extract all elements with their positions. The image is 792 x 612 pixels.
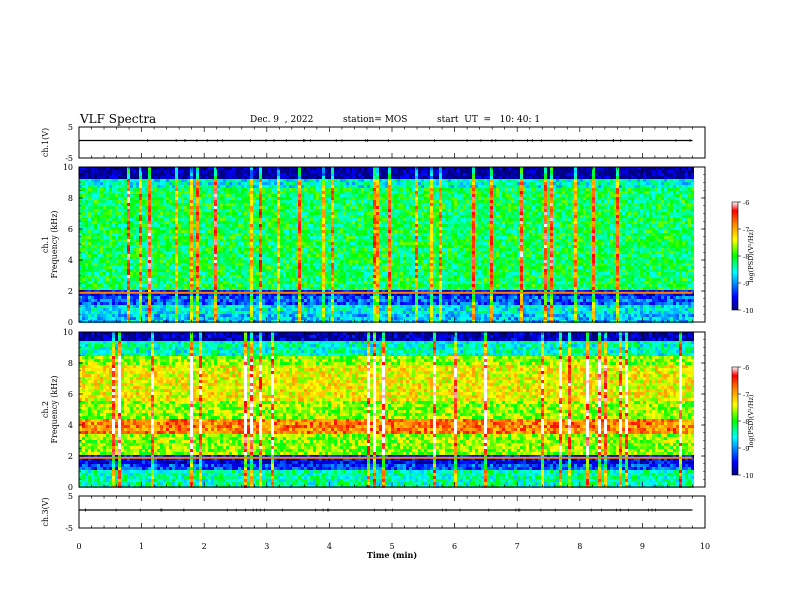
x-tick-label: 6 [452,542,457,551]
y-tick-label: 4 [68,256,73,265]
y-tick-label: 8 [68,359,73,368]
colorbar-tick-label: -6 [743,364,749,372]
colorbar-label: log(PSD)(V²/Hz) [747,394,755,447]
band-line [79,292,692,294]
x-tick-label: 2 [202,542,207,551]
y-tick-label: 8 [68,194,73,203]
y-tick-label: 6 [68,390,73,399]
x-tick-label: 7 [515,542,520,551]
x-tick-label: 8 [577,542,582,551]
x-tick-label: 3 [264,542,269,551]
y-tick-label: 10 [63,328,73,337]
colorbar-label: log(PSD)(V²/Hz) [747,229,755,282]
colorbar-ramp [732,202,738,310]
y-tick-label: 0 [68,483,73,492]
y-tick-label: -5 [65,524,73,533]
x-tick-label: 10 [700,542,710,551]
x-tick-label: 1 [139,542,144,551]
colorbar-tick-label: -6 [743,199,749,207]
y-axis-label: ch.1(V) [41,128,50,157]
colorbar-ramp [732,367,738,475]
spectrogram-ch1: 0 2 4 6 8 10 ch.1 Frequency (kHz) [41,163,705,327]
y-axis-label: Frequency (kHz) [50,375,59,443]
y-tick-label: 0 [68,318,73,327]
band-line [79,457,692,459]
waveform-ch1: 5 -5 ch.1(V) [41,123,705,163]
colorbar-tick-label: -10 [743,307,753,315]
y-tick-label: 5 [68,123,73,132]
spectrogram-ch2: 0 2 4 6 8 10 ch.2 Frequency (kHz) [41,328,705,492]
y-axis-label: ch.3(V) [41,497,50,526]
x-axis-label: Time (min) [367,550,417,560]
colorbar-tick-label: -10 [743,472,753,480]
y-axis-label: ch.1 [41,236,50,253]
y-tick-label: 4 [68,421,73,430]
y-tick-label: 5 [68,492,73,501]
x-tick-label: 9 [640,542,645,551]
waveform-ch3: 5 -5 ch.3(V) [41,492,705,533]
y-tick-label: 6 [68,225,73,234]
y-tick-label: 2 [68,452,73,461]
y-tick-label: 2 [68,287,73,296]
y-tick-label: -5 [65,154,73,163]
x-tick-label: 4 [327,542,332,551]
y-axis-label: ch.2 [41,401,50,418]
y-tick-label: 10 [63,163,73,172]
x-tick-label: 0 [76,542,81,551]
y-axis-label: Frequency (kHz) [50,210,59,278]
